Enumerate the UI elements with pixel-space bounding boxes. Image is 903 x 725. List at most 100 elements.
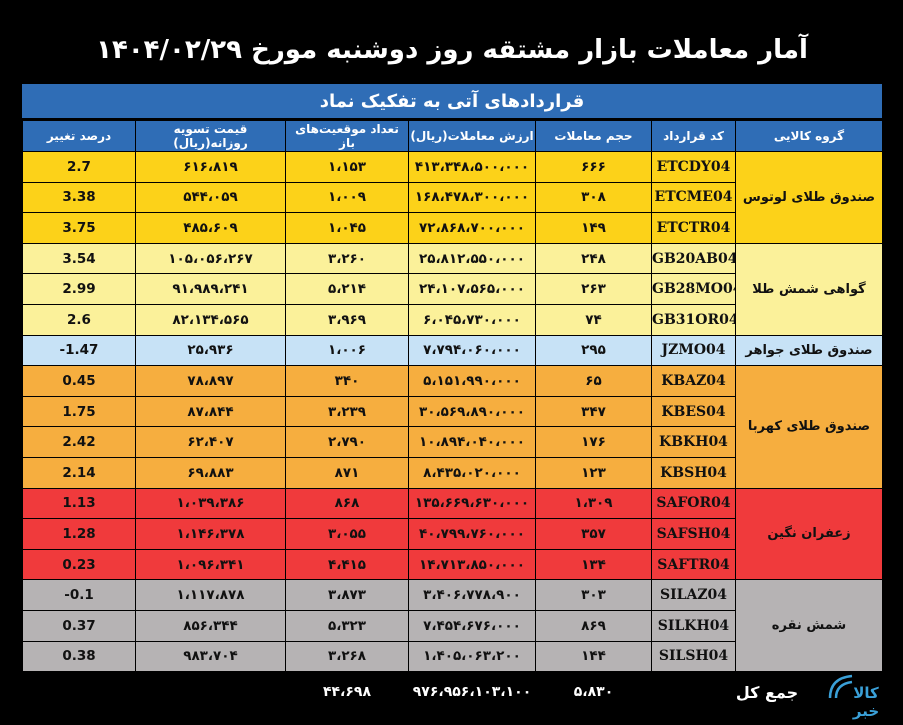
settlement-price: ۸۷،۸۴۴ (135, 395, 286, 428)
contract-code: GB31OR04 (651, 303, 736, 336)
open-positions: ۸۷۱ (285, 456, 409, 489)
table-body: صندوق طلای لوتوس ETCDY04 ۶۶۶ ۴۱۳،۳۴۸،۵۰۰،۰۰… (22, 151, 883, 673)
contract-code: SILSH04 (651, 640, 736, 673)
change-percent: 2.6 (22, 303, 136, 336)
trade-value: ۷۲،۸۶۸،۷۰۰،۰۰۰ (408, 212, 536, 244)
settlement-price: ۲۵،۹۳۶ (135, 334, 286, 367)
change-percent: 0.37 (22, 609, 136, 642)
volume: ۱۳۴ (535, 548, 652, 581)
change-percent: 1.28 (22, 518, 136, 550)
contract-code: KBES04 (651, 395, 736, 428)
settlement-price: ۱۰۵،۰۵۶،۲۶۷ (135, 242, 286, 275)
trade-value: ۲۵،۸۱۲،۵۵۰،۰۰۰ (408, 242, 536, 275)
volume: ۳۰۳ (535, 579, 652, 611)
settlement-price: ۸۲،۱۳۴،۵۶۵ (135, 303, 286, 336)
table-row: صندوق طلای کهربا KBAZ04 ۶۵ ۵،۱۵۱،۹۹۰،۰۰۰ ۳۴۰… (22, 365, 883, 489)
table-row: زعفران نگین SAFOR04 ۱،۳۰۹ ۱۳۵،۶۶۹،۶۳۰،۰۰۰ ۸۶… (22, 487, 883, 581)
open-positions: ۳،۲۶۰ (285, 242, 409, 275)
total-volume: ۵،۸۳۰ (535, 671, 652, 713)
open-positions: ۴،۴۱۵ (285, 548, 409, 581)
contract-code: KBSH04 (651, 456, 736, 489)
trade-value: ۸،۴۳۵،۰۲۰،۰۰۰ (408, 456, 536, 489)
trade-value: ۴۱۳،۳۴۸،۵۰۰،۰۰۰ (408, 151, 536, 183)
change-percent: -1.47 (22, 334, 136, 367)
total-row: جمع کل ۵،۸۳۰ ۹۷۶،۹۵۶،۱۰۳،۱۰۰ ۴۴،۶۹۸ (22, 671, 883, 713)
header-open-positions: تعداد موقعیت‌های باز (285, 120, 409, 152)
contract-code: GB28MO04 (651, 273, 736, 305)
table-row: گواهی شمش طلا GB20AB04 ۲۴۸ ۲۵،۸۱۲،۵۵۰،۰۰۰ ۳،… (22, 242, 883, 336)
trade-value: ۷،۷۹۴،۰۶۰،۰۰۰ (408, 334, 536, 367)
settlement-price: ۹۱،۹۸۹،۲۴۱ (135, 273, 286, 305)
volume: ۱۷۶ (535, 426, 652, 458)
open-positions: ۳،۹۶۹ (285, 303, 409, 336)
change-percent: 0.45 (22, 365, 136, 397)
group-name: صندوق طلای کهربا (735, 365, 883, 489)
change-percent: 3.75 (22, 212, 136, 244)
header-code: کد قرارداد (651, 120, 736, 152)
volume: ۱،۳۰۹ (535, 487, 652, 520)
trade-value: ۳،۴۰۶،۷۷۸،۹۰۰ (408, 579, 536, 611)
contract-code: KBKH04 (651, 426, 736, 458)
contract-code: SAFTR04 (651, 548, 736, 581)
settlement-price: ۷۸،۸۹۷ (135, 365, 286, 397)
open-positions: ۵،۲۱۴ (285, 273, 409, 305)
futures-table: گروه کالایی کد قرارداد حجم معاملات ارزش … (22, 120, 883, 713)
open-positions: ۳،۲۳۹ (285, 395, 409, 428)
header-volume: حجم معاملات (535, 120, 652, 152)
contract-code: SAFSH04 (651, 518, 736, 550)
trade-value: ۱۳۵،۶۶۹،۶۳۰،۰۰۰ (408, 487, 536, 520)
header-row: گروه کالایی کد قرارداد حجم معاملات ارزش … (22, 120, 883, 152)
volume: ۱۴۴ (535, 640, 652, 673)
settlement-price: ۱،۰۳۹،۳۸۶ (135, 487, 286, 520)
change-percent: 3.54 (22, 242, 136, 275)
trade-value: ۲۴،۱۰۷،۵۶۵،۰۰۰ (408, 273, 536, 305)
volume: ۶۶۶ (535, 151, 652, 183)
trade-value: ۱۶۸،۴۷۸،۳۰۰،۰۰۰ (408, 181, 536, 214)
total-empty-cell (22, 671, 136, 713)
settlement-price: ۴۸۵،۶۰۹ (135, 212, 286, 244)
open-positions: ۳،۲۶۸ (285, 640, 409, 673)
contract-code: JZMO04 (651, 334, 736, 367)
contract-code: SAFOR04 (651, 487, 736, 520)
open-positions: ۲،۷۹۰ (285, 426, 409, 458)
header-value: ارزش معاملات(ریال) (408, 120, 536, 152)
change-percent: 2.42 (22, 426, 136, 458)
group-name: گواهی شمش طلا (735, 242, 883, 336)
contract-code: ETCME04 (651, 181, 736, 214)
trade-value: ۷،۴۵۴،۶۷۶،۰۰۰ (408, 609, 536, 642)
volume: ۳۴۷ (535, 395, 652, 428)
total-value: ۹۷۶،۹۵۶،۱۰۳،۱۰۰ (408, 671, 536, 713)
change-percent: 0.38 (22, 640, 136, 673)
contract-code: ETCTR04 (651, 212, 736, 244)
table-row: شمش نقره SILAZ04 ۳۰۳ ۳،۴۰۶،۷۷۸،۹۰۰ ۳،۸۷۳ ۱،۱۱… (22, 579, 883, 673)
group-name: زعفران نگین (735, 487, 883, 581)
trade-value: ۱۴،۷۱۳،۸۵۰،۰۰۰ (408, 548, 536, 581)
change-percent: -0.1 (22, 579, 136, 611)
contract-code: SILAZ04 (651, 579, 736, 611)
settlement-price: ۶۲،۴۰۷ (135, 426, 286, 458)
logo-arc-outer (828, 674, 853, 699)
volume: ۶۵ (535, 365, 652, 397)
report-title: آمار معاملات بازار مشتقه روز دوشنبه مورخ… (22, 22, 882, 78)
contract-code: SILKH04 (651, 609, 736, 642)
total-empty-cell (135, 671, 286, 713)
group-name: صندوق طلای جواهر (735, 334, 883, 367)
open-positions: ۱،۰۴۵ (285, 212, 409, 244)
open-positions: ۸۶۸ (285, 487, 409, 520)
settlement-price: ۸۵۶،۳۴۴ (135, 609, 286, 642)
open-positions: ۳۴۰ (285, 365, 409, 397)
header-settlement-price: قیمت تسویه روزانه(ریال) (135, 120, 286, 152)
change-percent: 2.14 (22, 456, 136, 489)
volume: ۸۶۹ (535, 609, 652, 642)
group-name: شمش نقره (735, 579, 883, 673)
volume: ۲۴۸ (535, 242, 652, 275)
trade-value: ۴۰،۷۹۹،۷۶۰،۰۰۰ (408, 518, 536, 550)
settlement-price: ۱،۱۴۶،۳۷۸ (135, 518, 286, 550)
change-percent: 2.99 (22, 273, 136, 305)
open-positions: ۱،۰۰۶ (285, 334, 409, 367)
settlement-price: ۶۱۶،۸۱۹ (135, 151, 286, 183)
logo-arc-inner (834, 680, 853, 699)
trade-value: ۱۰،۸۹۴،۰۴۰،۰۰۰ (408, 426, 536, 458)
header-change: درصد تغییر (22, 120, 136, 152)
settlement-price: ۵۴۴،۰۵۹ (135, 181, 286, 214)
